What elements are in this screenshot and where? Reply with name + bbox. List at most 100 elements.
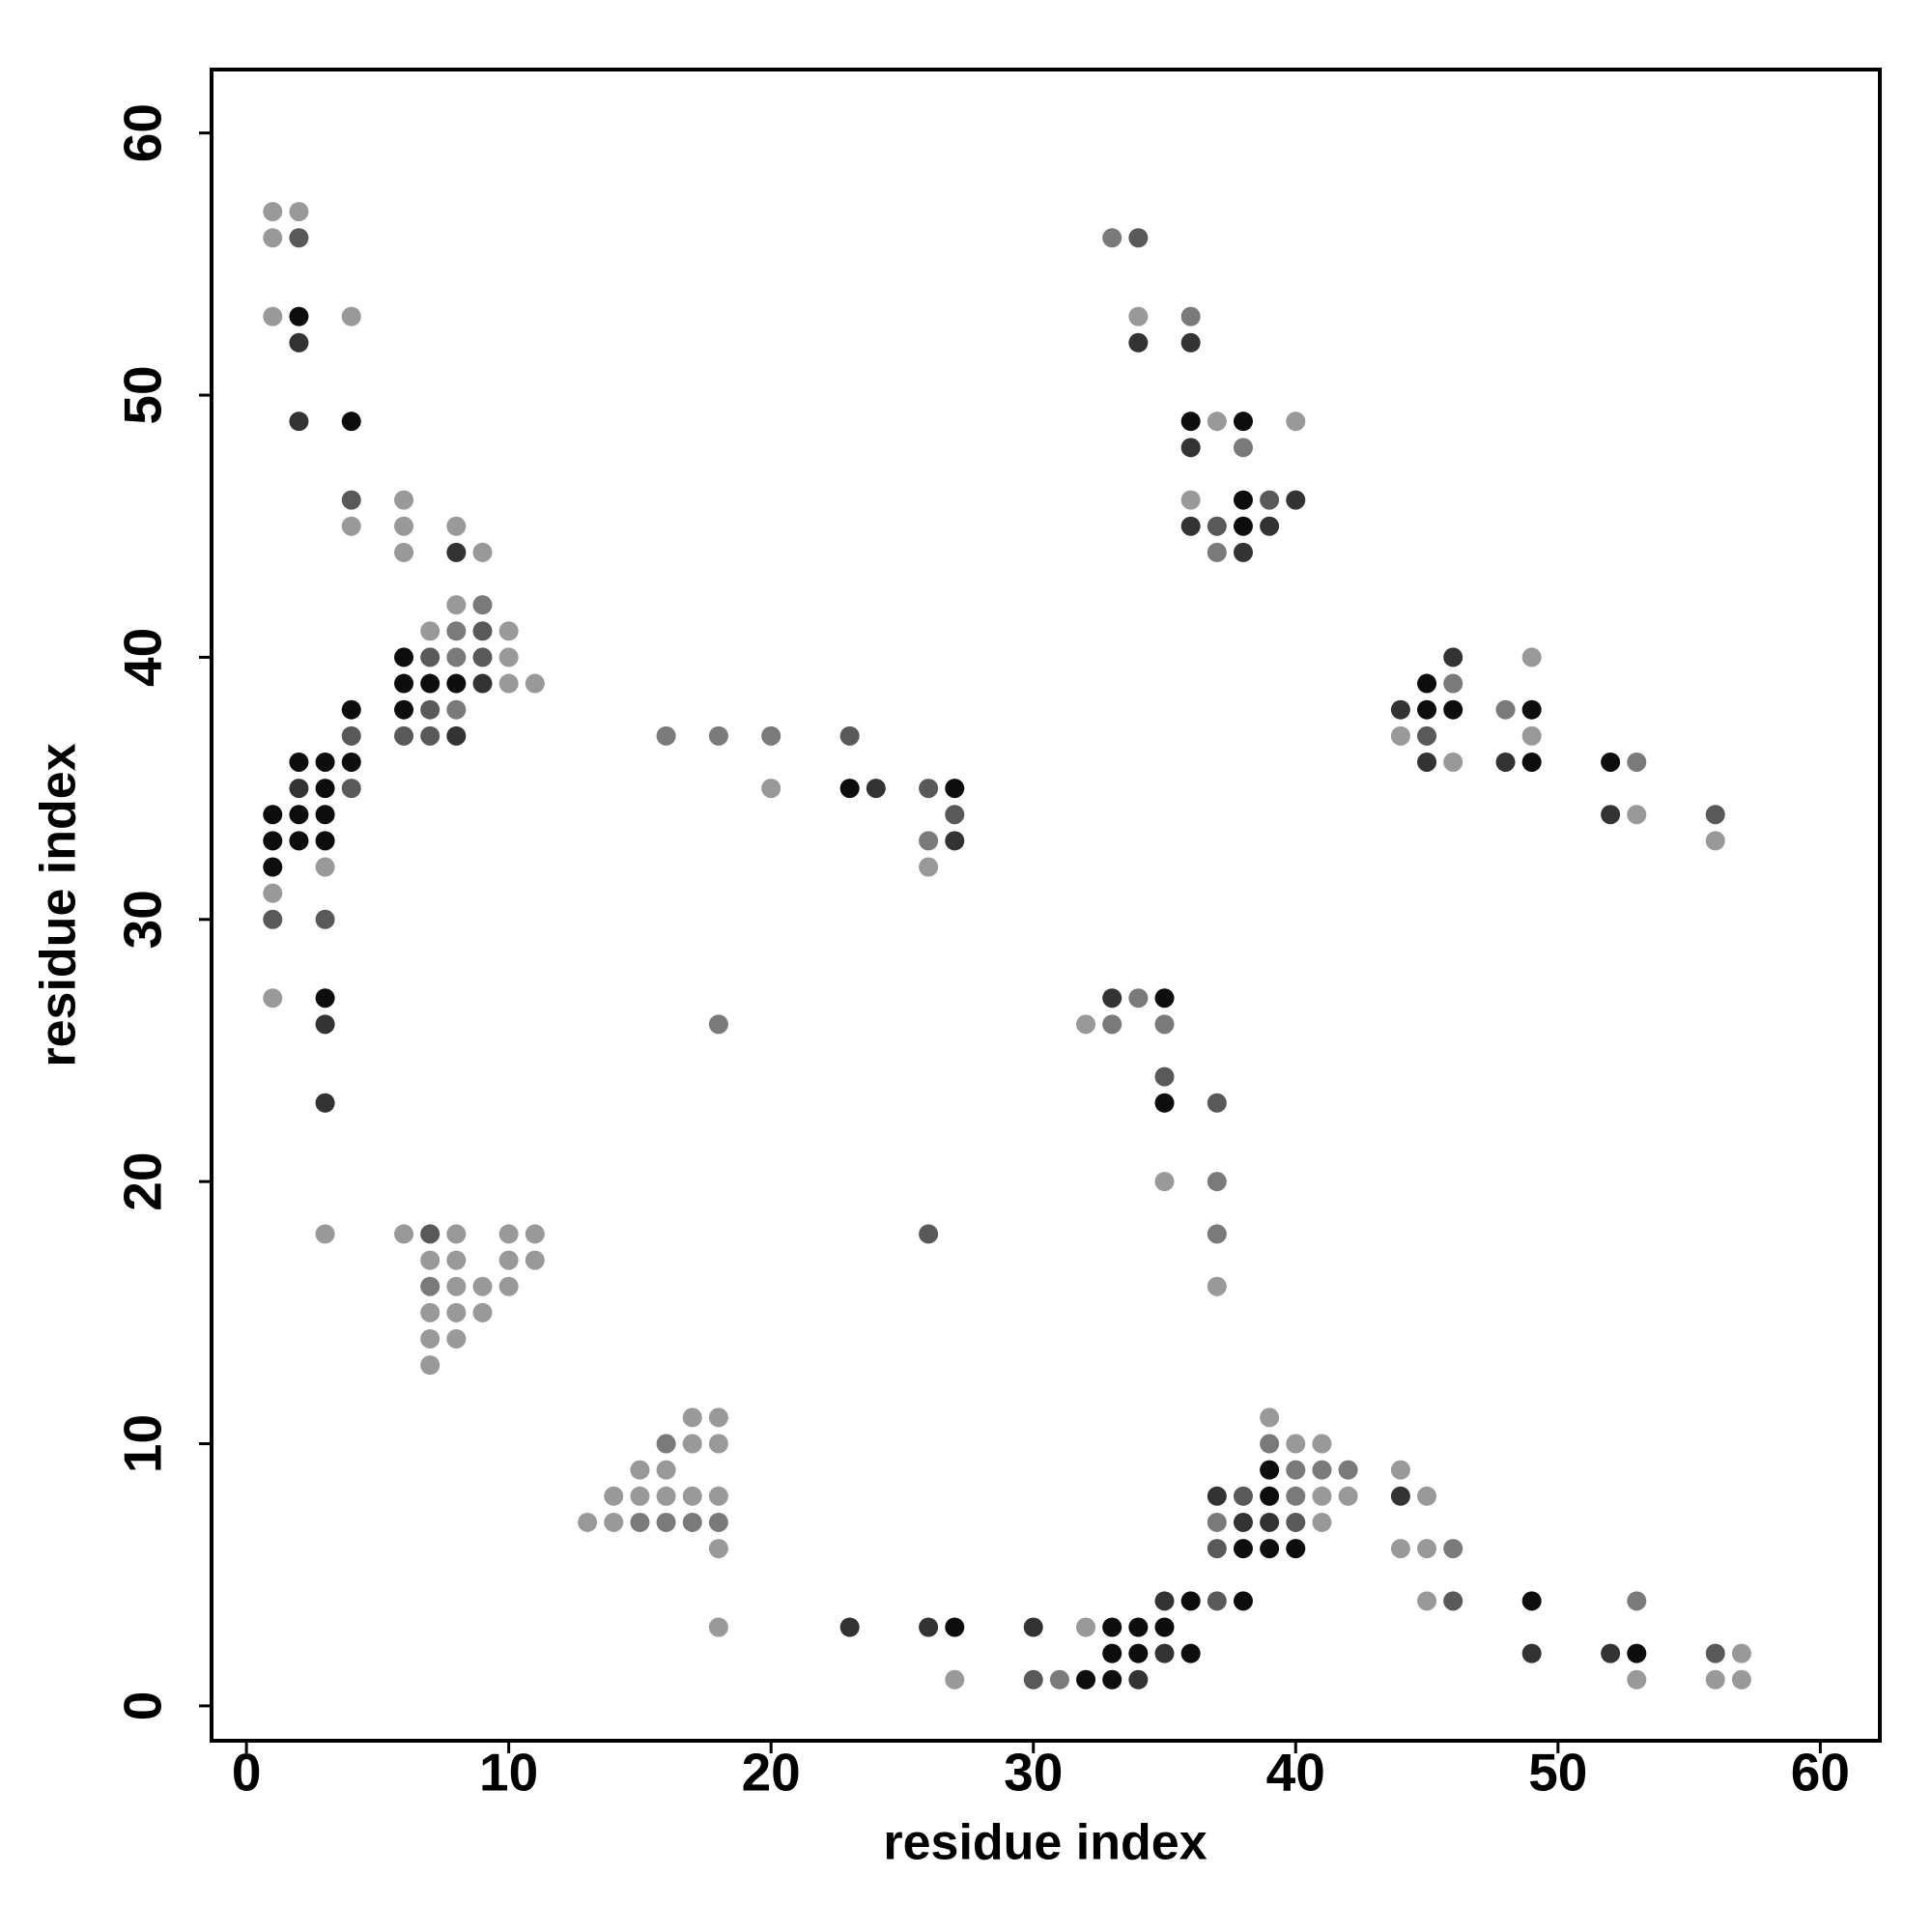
y-tick-label: 50 xyxy=(113,365,173,424)
x-tick-label: 50 xyxy=(1528,1743,1587,1803)
point xyxy=(1076,1617,1096,1637)
point xyxy=(498,621,519,641)
point xyxy=(1417,1591,1437,1611)
point xyxy=(708,1407,728,1428)
point xyxy=(1180,332,1201,353)
point xyxy=(656,1486,676,1506)
point xyxy=(1417,673,1437,694)
point xyxy=(498,1224,519,1244)
point xyxy=(1260,1407,1280,1428)
point xyxy=(1731,1643,1751,1663)
x-tick-label: 20 xyxy=(742,1743,801,1803)
point xyxy=(1312,1512,1332,1532)
point xyxy=(446,1328,467,1349)
point xyxy=(1286,1512,1306,1532)
x-tick-label: 0 xyxy=(232,1743,262,1803)
point xyxy=(1627,805,1647,825)
point xyxy=(1233,412,1253,432)
point xyxy=(945,1669,965,1690)
point xyxy=(341,412,361,432)
point xyxy=(1154,1591,1175,1611)
point xyxy=(1207,1224,1227,1244)
point xyxy=(289,831,309,851)
point xyxy=(263,831,283,851)
point xyxy=(341,306,361,327)
point xyxy=(472,1302,493,1322)
point xyxy=(420,621,440,641)
point xyxy=(919,831,939,851)
point xyxy=(656,725,676,746)
point xyxy=(289,306,309,327)
point xyxy=(1495,699,1516,720)
point xyxy=(1312,1460,1332,1480)
point xyxy=(1154,1014,1175,1035)
point xyxy=(1207,1512,1227,1532)
point xyxy=(289,805,309,825)
point xyxy=(446,1224,467,1244)
point xyxy=(1601,805,1621,825)
y-tick-label: 0 xyxy=(113,1691,173,1721)
point xyxy=(420,647,440,668)
point xyxy=(1154,1617,1175,1637)
point xyxy=(919,779,939,799)
x-tick-label: 60 xyxy=(1791,1743,1850,1803)
point xyxy=(1207,412,1227,432)
point xyxy=(394,725,414,746)
point xyxy=(682,1486,702,1506)
point xyxy=(420,1302,440,1322)
point xyxy=(1049,1669,1069,1690)
point xyxy=(1260,1434,1280,1454)
point xyxy=(1286,1434,1306,1454)
point xyxy=(1286,412,1306,432)
point xyxy=(315,1093,335,1113)
point xyxy=(289,752,309,772)
point xyxy=(1601,1643,1621,1663)
point xyxy=(708,725,728,746)
point xyxy=(1705,805,1725,825)
point xyxy=(1627,1643,1647,1663)
point xyxy=(1260,490,1280,510)
point xyxy=(1233,516,1253,536)
point xyxy=(1128,1669,1149,1690)
point xyxy=(945,1617,965,1637)
point xyxy=(1443,1591,1463,1611)
y-tick-label: 60 xyxy=(113,103,173,162)
point xyxy=(525,1250,545,1270)
point xyxy=(1207,1486,1227,1506)
point xyxy=(1260,1486,1280,1506)
point xyxy=(708,1512,728,1532)
point xyxy=(263,228,283,248)
point xyxy=(446,1302,467,1322)
point xyxy=(945,779,965,799)
point xyxy=(420,725,440,746)
point xyxy=(1521,752,1542,772)
point xyxy=(315,805,335,825)
point xyxy=(1207,516,1227,536)
point xyxy=(263,202,283,222)
point xyxy=(1443,699,1463,720)
point xyxy=(1180,490,1201,510)
point xyxy=(1154,1093,1175,1113)
point xyxy=(1627,1591,1647,1611)
point xyxy=(1102,228,1122,248)
point xyxy=(1260,1460,1280,1480)
point xyxy=(289,228,309,248)
point xyxy=(1390,1539,1410,1559)
point xyxy=(420,1224,440,1244)
point xyxy=(1102,1643,1122,1663)
point xyxy=(708,1539,728,1559)
point xyxy=(472,542,493,562)
x-tick-label: 40 xyxy=(1266,1743,1325,1803)
point xyxy=(1521,647,1542,668)
point xyxy=(1601,752,1621,772)
y-tick-label: 30 xyxy=(113,890,173,949)
point xyxy=(1207,542,1227,562)
point xyxy=(1260,1539,1280,1559)
point xyxy=(839,1617,860,1637)
point xyxy=(420,1276,440,1296)
point xyxy=(446,725,467,746)
point xyxy=(446,1250,467,1270)
x-tick-label: 10 xyxy=(479,1743,538,1803)
point xyxy=(498,1250,519,1270)
